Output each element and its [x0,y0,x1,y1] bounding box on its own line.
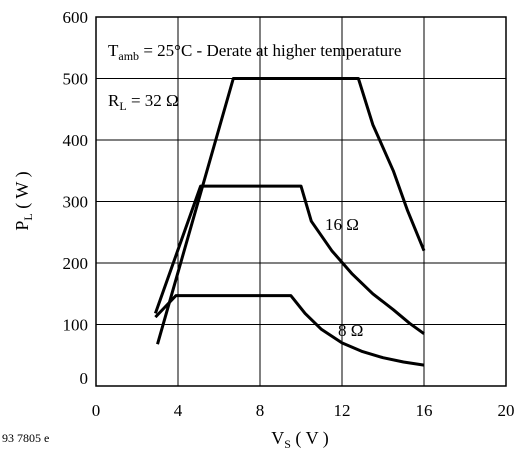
x-tick-label: 8 [256,401,265,420]
y-tick-label: 300 [63,193,89,212]
rl-8-ohm-label: 8 Ω [338,321,363,340]
temperature-annotation: Tamb = 25°C - Derate at higher temperatu… [108,41,401,63]
y-tick-label: 200 [63,254,89,273]
figure-code: 93 7805 e [2,431,49,445]
rl-16-ohm-label: 16 Ω [325,215,359,234]
chart-gridlines [96,17,506,386]
x-tick-label: 20 [498,401,515,420]
plot-frame [95,16,507,387]
rl-32-ohm-label: RL = 32 Ω [108,91,179,113]
y-tick-label: 100 [63,316,89,335]
y-tick-label: 500 [63,70,89,89]
chart-series [153,77,426,367]
y-axis-label: PL ( W ) [12,171,35,230]
series-line-8-ohm [154,294,425,367]
x-tick-label: 0 [92,401,101,420]
y-tick-label: 600 [63,8,89,27]
series-line-32-ohm [156,77,426,345]
x-tick-label: 12 [334,401,351,420]
x-tick-label: 4 [174,401,183,420]
x-axis-label: VS ( V ) [271,428,329,451]
y-tick-label: 400 [63,131,89,150]
series-line-16-ohm [153,184,425,335]
x-tick-label: 16 [416,401,433,420]
y-tick-label: 0 [80,369,89,388]
